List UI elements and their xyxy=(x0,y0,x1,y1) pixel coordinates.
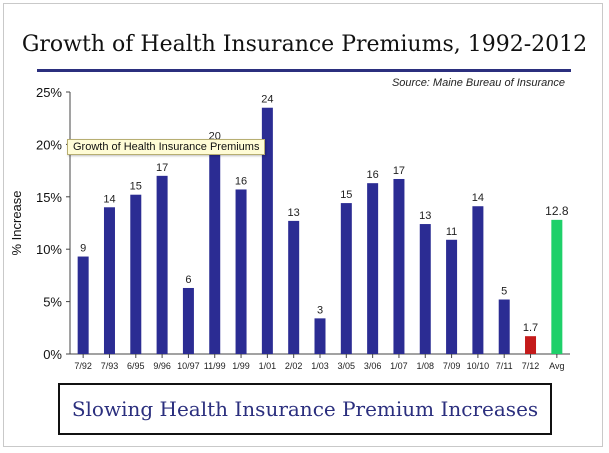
x-tick-label: 1/99 xyxy=(232,361,250,371)
bar xyxy=(288,220,300,354)
data-label: 6 xyxy=(185,274,191,286)
slide-title: Growth of Health Insurance Premiums, 199… xyxy=(21,32,588,57)
x-tick-label: 3/05 xyxy=(338,361,356,371)
x-tick-label: 7/11 xyxy=(496,361,513,371)
x-tick-label: 1/08 xyxy=(416,361,434,371)
y-tick-label: 10% xyxy=(36,242,62,257)
data-label: 24 xyxy=(261,94,273,106)
data-label: 3 xyxy=(317,304,323,316)
bar xyxy=(498,299,510,354)
data-label: 5 xyxy=(501,286,507,298)
bar xyxy=(77,256,89,354)
x-tick-label: 7/92 xyxy=(74,361,92,371)
data-label: 14 xyxy=(103,193,115,205)
bar xyxy=(472,206,484,354)
y-tick-label: 15% xyxy=(36,190,62,205)
bar xyxy=(314,318,326,354)
source-note: Source: Maine Bureau of Insurance xyxy=(391,77,565,89)
data-label: 15 xyxy=(130,181,142,193)
data-label: 13 xyxy=(419,210,431,222)
y-tick-label: 0% xyxy=(43,347,62,362)
data-label: 13 xyxy=(288,207,300,219)
x-tick-label: 11/99 xyxy=(204,361,226,371)
bottom-banner: Slowing Health Insurance Premium Increas… xyxy=(58,383,552,435)
bar xyxy=(261,107,273,354)
title-divider xyxy=(37,69,571,72)
data-label: 17 xyxy=(156,162,168,174)
x-tick-label: 7/12 xyxy=(522,361,540,371)
x-tick-label: 6/95 xyxy=(127,361,145,371)
y-tick-label: 20% xyxy=(36,137,62,152)
bar xyxy=(209,144,221,354)
bar xyxy=(367,183,379,354)
bar xyxy=(103,207,115,354)
x-tick-label: 9/96 xyxy=(153,361,171,371)
x-tick-label: 1/03 xyxy=(311,361,329,371)
bar xyxy=(182,287,194,354)
x-tick-label: 10/97 xyxy=(177,361,200,371)
slide-frame xyxy=(3,3,603,447)
x-tick-label: 3/06 xyxy=(364,361,382,371)
y-tick-label: 25% xyxy=(36,85,62,100)
bar xyxy=(340,203,352,354)
hover-tooltip: Growth of Health Insurance Premiums xyxy=(67,139,266,155)
x-tick-label: 7/09 xyxy=(443,361,461,371)
x-tick-label: Avg xyxy=(549,361,564,371)
x-tick-label: 7/93 xyxy=(101,361,119,371)
bar xyxy=(393,178,405,354)
bar xyxy=(156,175,168,354)
data-label: 16 xyxy=(235,175,247,187)
y-axis-label: % Increase xyxy=(9,190,24,255)
x-tick-label: 1/07 xyxy=(390,361,408,371)
bar xyxy=(235,189,247,354)
x-tick-label: 1/01 xyxy=(259,361,277,371)
x-tick-label: 2/02 xyxy=(285,361,303,371)
bar xyxy=(525,336,537,354)
y-tick-label: 5% xyxy=(43,295,62,310)
data-label: 17 xyxy=(393,165,405,177)
bar xyxy=(551,219,563,354)
data-label: 12.8 xyxy=(545,204,569,218)
data-label: 9 xyxy=(80,243,86,255)
bar xyxy=(419,224,431,354)
data-label: 16 xyxy=(367,169,379,181)
data-label: 15 xyxy=(340,189,352,201)
data-label: 11 xyxy=(446,226,457,238)
bar xyxy=(446,239,458,354)
x-tick-label: 10/10 xyxy=(467,361,490,371)
data-label: 1.7 xyxy=(523,322,538,334)
bar xyxy=(130,194,142,354)
data-label: 14 xyxy=(472,192,484,204)
